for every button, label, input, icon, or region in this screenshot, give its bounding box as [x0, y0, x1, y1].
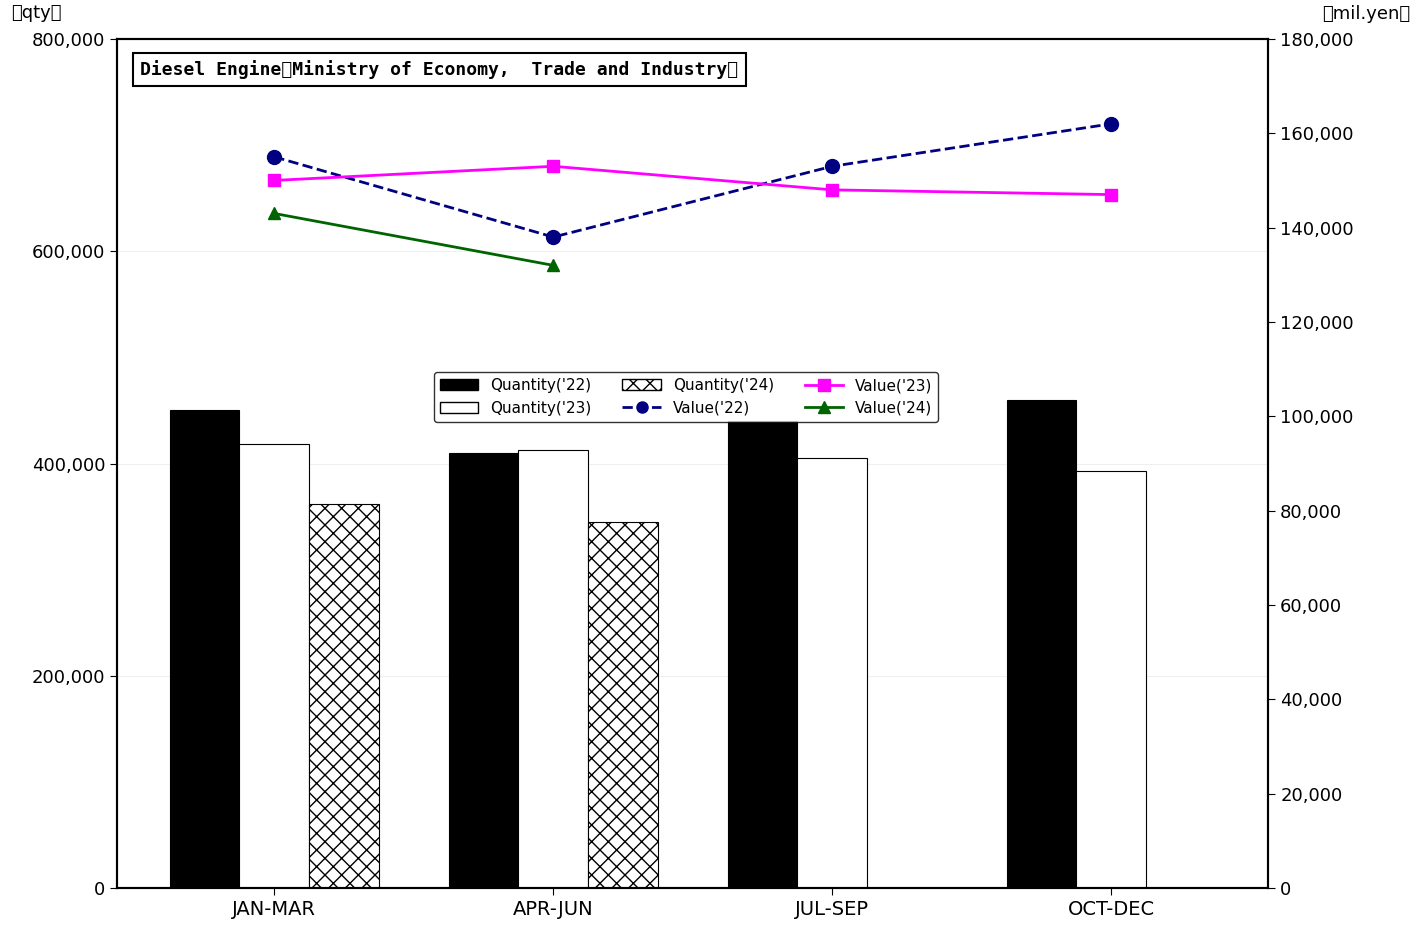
Value('22) [1103, 119, 1120, 130]
Bar [1077, 471, 1147, 888]
Y-axis label: （mil.yen）: （mil.yen） [1322, 5, 1410, 23]
Bar [1006, 400, 1077, 888]
Line: Value('23): Value('23) [269, 160, 1118, 201]
Value('22) [266, 151, 283, 163]
Value('23) [1103, 189, 1120, 200]
Bar [519, 450, 588, 888]
Value('22) [824, 161, 841, 172]
Value('23) [266, 175, 283, 186]
Line: Value('24): Value('24) [269, 207, 560, 272]
Value('23) [544, 161, 561, 172]
Text: Diesel Engine（Ministry of Economy,  Trade and Industry）: Diesel Engine（Ministry of Economy, Trade… [141, 60, 739, 79]
Bar [588, 522, 658, 888]
Bar [728, 421, 797, 888]
Line: Value('22): Value('22) [267, 117, 1118, 244]
Value('23) [824, 184, 841, 195]
Bar [449, 453, 519, 888]
Bar [169, 410, 239, 888]
Bar [797, 459, 867, 888]
Value('22) [544, 232, 561, 243]
Bar [310, 503, 379, 888]
Value('24) [266, 208, 283, 219]
Legend: Quantity('22), Quantity('23), Quantity('24), Value('22), Value('23), Value('24): Quantity('22), Quantity('23), Quantity('… [433, 372, 938, 422]
Bar [239, 445, 310, 888]
Value('24) [544, 260, 561, 271]
Y-axis label: （qty）: （qty） [11, 4, 63, 21]
